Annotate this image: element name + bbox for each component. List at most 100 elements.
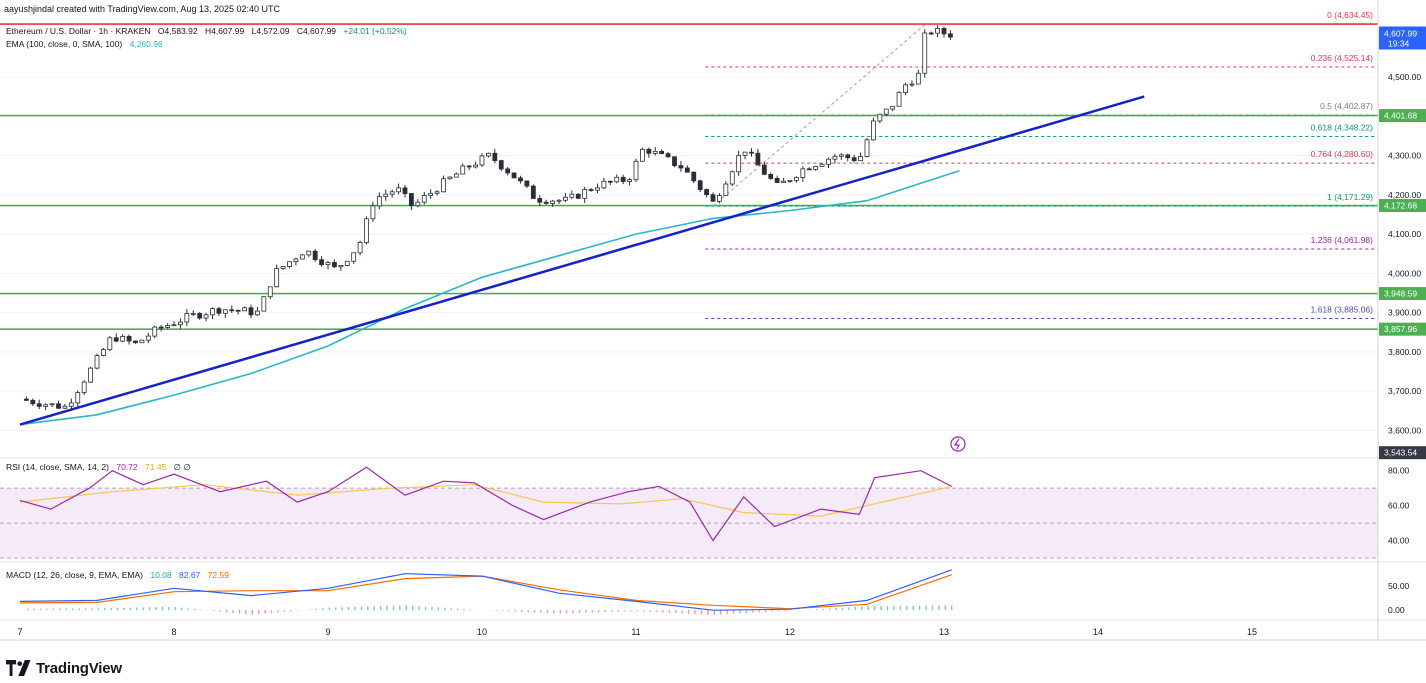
ohlc-change: +24.01 (+0.52%) — [343, 26, 407, 36]
candle-body — [607, 180, 613, 183]
candle-body — [36, 403, 42, 407]
price-tick-label: 4,000.00 — [1388, 268, 1421, 278]
candle-body — [447, 176, 453, 180]
rsi-tick-label: 60.00 — [1388, 501, 1410, 511]
candle-body — [858, 156, 863, 162]
candle-body — [152, 326, 158, 337]
candle-body — [261, 296, 267, 312]
fib-level-label: 0.764 (4,280.60) — [1311, 149, 1374, 159]
candle-body — [659, 150, 665, 155]
candle-body — [88, 367, 93, 383]
candle-body — [524, 180, 530, 187]
rsi-ma-line — [19, 484, 952, 517]
price-tick-label: 3,600.00 — [1388, 426, 1421, 436]
candle-body — [145, 335, 151, 341]
candle-body — [883, 108, 889, 115]
candle-body — [819, 163, 825, 167]
candle-body — [338, 265, 344, 268]
candle-body — [293, 258, 299, 263]
candle-body — [556, 199, 562, 202]
candle-body — [299, 254, 305, 260]
candle-body — [569, 193, 575, 198]
candle-body — [678, 165, 684, 169]
candle-body — [332, 262, 337, 268]
candle-body — [158, 326, 164, 329]
candle-body — [511, 172, 517, 179]
macd-label[interactable]: MACD (12, 26, close, 9, EMA, EMA) — [6, 570, 143, 580]
replay-icon-bolt — [953, 438, 960, 450]
price-tick-label: 4,500.00 — [1388, 72, 1421, 82]
candle-body — [755, 152, 761, 166]
candle-body — [768, 173, 774, 179]
candle-body — [582, 189, 588, 199]
ema-legend: EMA (100, close, 0, SMA, 100) 4,260.96 — [6, 39, 168, 49]
candle-body — [421, 195, 427, 203]
candle-body — [697, 180, 703, 190]
rsi-line — [19, 466, 952, 542]
rsi-tick-label: 80.00 — [1388, 466, 1410, 476]
ohlc-low: L4,572.09 — [251, 26, 290, 36]
candle-body — [216, 308, 222, 314]
bar-countdown-label: 19:34 — [1388, 39, 1410, 49]
candle-body — [62, 405, 68, 409]
current-price-label: 4,607.99 — [1384, 29, 1417, 39]
candle-body — [466, 165, 472, 168]
ema-label[interactable]: EMA (100, close, 0, SMA, 100) — [6, 39, 123, 49]
candle-body — [222, 309, 228, 314]
candle-body — [94, 355, 100, 369]
candle-body — [113, 337, 119, 342]
rsi-value: 70.72 — [116, 462, 138, 472]
price-tick-label: 4,300.00 — [1388, 151, 1421, 161]
rsi-label[interactable]: RSI (14, close, SMA, 14, 2) — [6, 462, 109, 472]
candle-body — [941, 28, 947, 35]
candle-body — [235, 309, 241, 312]
rsi-extra: ∅ ∅ — [173, 462, 191, 472]
candle-body — [595, 187, 600, 191]
candle-body — [81, 381, 87, 393]
candle-body — [396, 187, 401, 193]
candle-body — [717, 195, 722, 202]
candle-body — [287, 261, 292, 267]
time-tick-label: 9 — [325, 627, 330, 637]
candle-body — [30, 399, 36, 405]
candle-body — [460, 165, 466, 175]
level-badge-label: 4,172.68 — [1384, 201, 1417, 211]
candle-body — [492, 152, 498, 161]
tradingview-logo[interactable]: TradingView — [6, 659, 122, 677]
symbol-title[interactable]: Ethereum / U.S. Dollar · 1h · KRAKEN — [6, 26, 151, 36]
candle-body — [864, 139, 870, 157]
time-tick-label: 14 — [1093, 627, 1103, 637]
candle-body — [428, 192, 434, 196]
candle-body — [646, 148, 652, 154]
rsi-tick-label: 40.00 — [1388, 536, 1410, 546]
candle-body — [845, 154, 851, 159]
level-badge-label: 3,948.59 — [1384, 289, 1417, 299]
fib-retracement: 0 (4,634.45) 0.236 (4,525.14) 0.5 (4,402.8… — [705, 10, 1378, 320]
candle-body — [197, 313, 203, 319]
candle-body — [729, 171, 735, 185]
candle-body — [781, 180, 786, 183]
candle-body — [498, 160, 504, 170]
candle-body — [723, 183, 729, 196]
time-tick-label: 10 — [477, 627, 487, 637]
candle-body — [441, 178, 446, 193]
candle-body — [280, 266, 286, 269]
ohlc-high: H4,607.99 — [205, 26, 245, 36]
fib-level-label: 1 (4,171.29) — [1327, 192, 1373, 202]
candles — [24, 25, 953, 411]
candle-body — [370, 205, 376, 220]
candle-body — [139, 339, 145, 344]
rsi-pane — [0, 466, 1378, 559]
candle-body — [742, 151, 748, 156]
candle-body — [434, 191, 440, 194]
candle-body — [24, 398, 29, 401]
candle-body — [832, 155, 838, 160]
candle-body — [684, 167, 690, 173]
candle-body — [928, 32, 934, 35]
candle-body — [389, 191, 395, 195]
candle-body — [794, 177, 799, 181]
candle-body — [171, 324, 177, 327]
candle-body — [774, 178, 780, 183]
axes: 4,500.00 4,300.00 4,200.00 4,100.00 4,000.00… — [0, 0, 1426, 641]
